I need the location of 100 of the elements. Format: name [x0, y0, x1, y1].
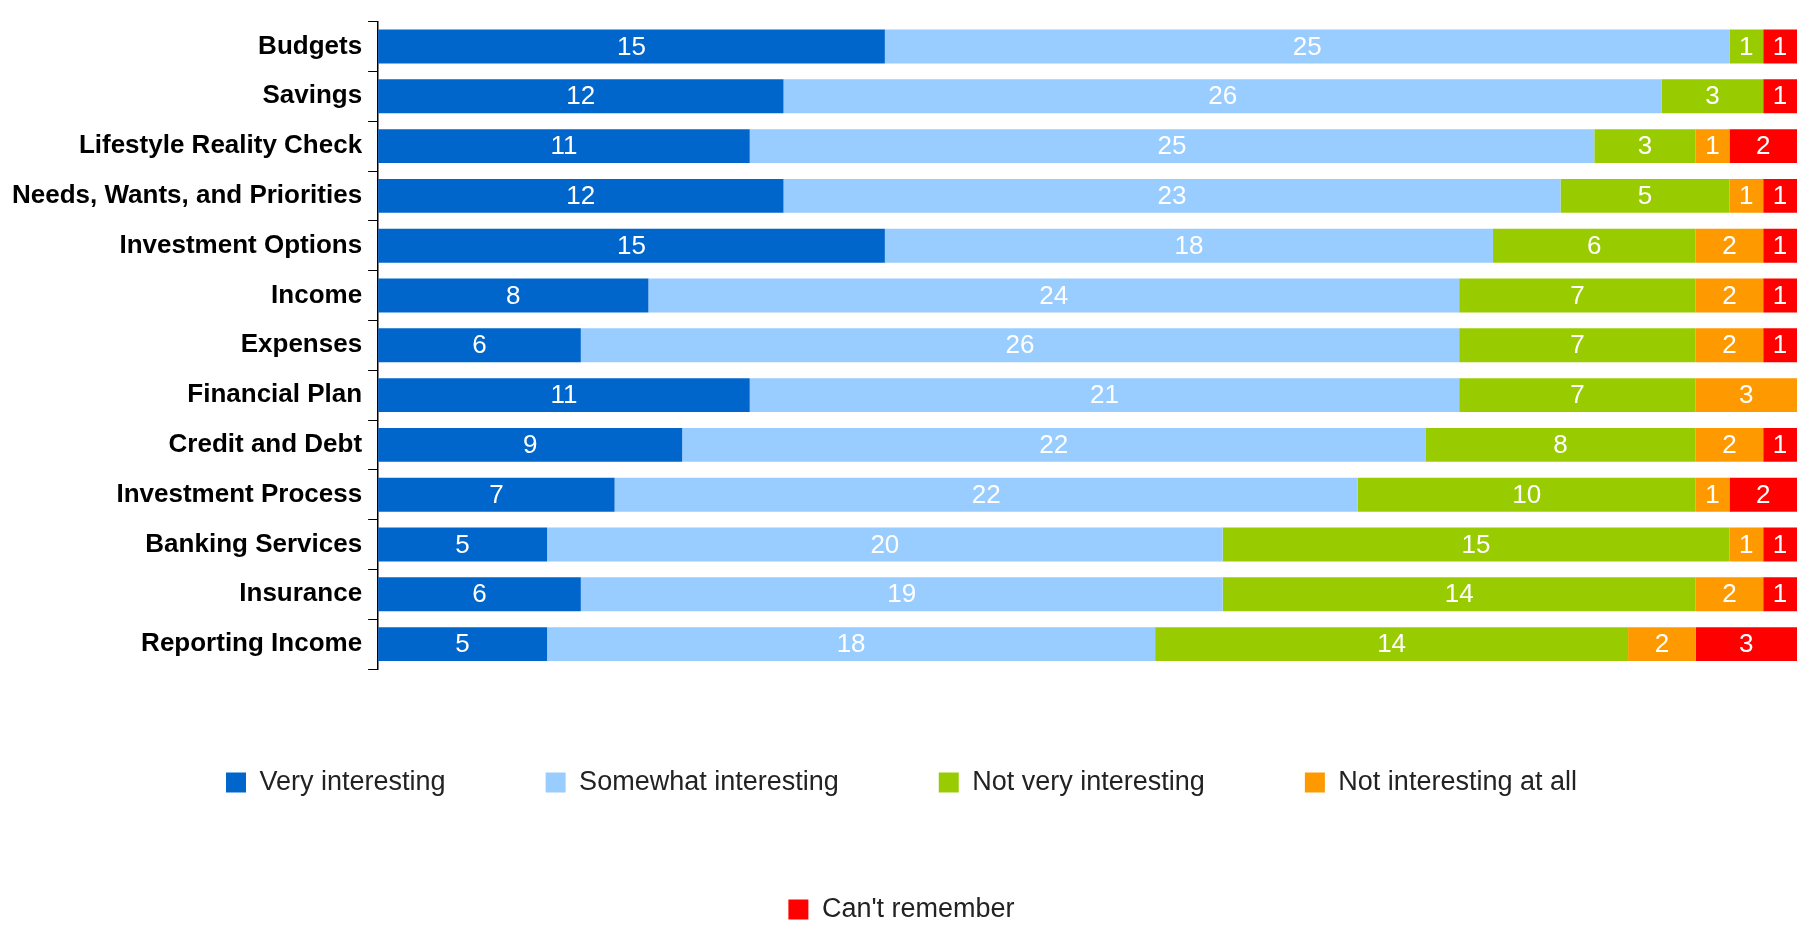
data-label: 18 [836, 628, 866, 659]
data-label: 1 [1772, 528, 1788, 559]
data-label: 1 [1772, 30, 1788, 61]
data-label: 1 [1739, 528, 1754, 559]
data-label: 2 [1722, 429, 1737, 460]
data-label: 26 [1208, 80, 1238, 111]
bar [1763, 278, 1797, 313]
bar [1492, 228, 1696, 263]
data-label: 7 [1570, 279, 1585, 310]
data-label: 1 [1772, 80, 1788, 111]
bar [547, 627, 1156, 662]
data-label: 6 [1587, 229, 1602, 260]
bar [378, 29, 885, 64]
data-label: 1 [1739, 180, 1754, 211]
y-tick-label: Savings [262, 79, 363, 110]
bar [1222, 577, 1696, 612]
data-label: 3 [1739, 628, 1754, 659]
y-tick-label: Lifestyle Reality Check [78, 129, 363, 160]
data-label: 14 [1444, 578, 1474, 609]
y-tick-label: Insurance [239, 577, 363, 608]
data-label: 1 [1772, 429, 1788, 460]
data-label: 14 [1377, 628, 1407, 659]
bar [1729, 477, 1797, 512]
data-label: 3 [1705, 80, 1720, 111]
bar [1695, 378, 1797, 413]
bar [1763, 328, 1797, 363]
data-label: 26 [1005, 329, 1035, 360]
bar [1628, 627, 1696, 662]
data-label: 2 [1755, 130, 1771, 161]
data-label: 20 [870, 528, 900, 559]
bar [682, 427, 1426, 462]
bar [378, 79, 784, 114]
data-label: 8 [1553, 429, 1568, 460]
y-tick-label: Credit and Debt [168, 428, 363, 459]
bar [1560, 178, 1730, 213]
data-label: 23 [1157, 180, 1187, 211]
bar [1695, 577, 1764, 612]
y-tick-label: Financial Plan [187, 378, 363, 409]
data-label: 2 [1722, 578, 1737, 609]
data-label: 25 [1292, 30, 1322, 61]
data-label: 8 [506, 279, 521, 310]
bar [1695, 427, 1764, 462]
bar [614, 477, 1358, 512]
data-label: 11 [550, 130, 578, 161]
bar [580, 577, 1223, 612]
bar [1729, 178, 1764, 213]
bar [1729, 29, 1764, 64]
bar [1729, 129, 1797, 164]
bar [547, 527, 1223, 562]
bar [1695, 627, 1797, 662]
data-label: 22 [971, 478, 1001, 509]
y-tick-label: Banking Services [145, 527, 363, 558]
bar [1459, 278, 1696, 313]
y-tick-label: Budgets [258, 29, 363, 60]
bar [378, 527, 548, 562]
data-label: 21 [1089, 379, 1119, 410]
data-label: 12 [566, 80, 596, 111]
data-label: 1 [1705, 478, 1720, 509]
data-label: 5 [1637, 180, 1653, 211]
data-label: 19 [887, 578, 917, 609]
bar [378, 278, 649, 313]
data-label: 6 [472, 578, 487, 609]
bar [1695, 328, 1764, 363]
data-label: 6 [472, 329, 487, 360]
y-tick-label: Income [271, 278, 363, 309]
data-label: 1 [1772, 329, 1788, 360]
data-label: 7 [1570, 329, 1585, 360]
bar [1661, 79, 1764, 114]
data-label: 2 [1722, 229, 1737, 260]
bar [1763, 427, 1797, 462]
data-label: 7 [489, 478, 504, 509]
bar [378, 577, 581, 612]
y-tick-label: Expenses [240, 328, 363, 359]
data-label: 5 [455, 528, 470, 559]
legend-label: Not interesting at all [1338, 765, 1577, 796]
data-label: 1 [1772, 229, 1788, 260]
bar [1763, 527, 1797, 562]
data-label: 18 [1174, 229, 1204, 260]
data-label: 2 [1654, 628, 1670, 659]
legend-label: Very interesting [259, 765, 446, 796]
bar [378, 378, 750, 413]
data-label: 1 [1772, 279, 1788, 310]
data-label: 2 [1722, 329, 1737, 360]
bar [378, 328, 581, 363]
data-label: 15 [617, 30, 646, 61]
bar [378, 477, 615, 512]
bar [1459, 378, 1696, 413]
bar [1222, 527, 1730, 562]
data-label: 15 [1461, 528, 1491, 559]
data-label: 1 [1772, 578, 1788, 609]
bar [884, 228, 1493, 263]
data-label: 22 [1039, 429, 1069, 460]
y-tick-label: Reporting Income [141, 627, 363, 658]
data-label: 3 [1739, 379, 1754, 410]
bar [1594, 129, 1696, 164]
bar [1763, 79, 1797, 114]
bar [1729, 527, 1764, 562]
data-label: 15 [617, 229, 646, 260]
bar [1695, 228, 1764, 263]
bar [749, 129, 1595, 164]
